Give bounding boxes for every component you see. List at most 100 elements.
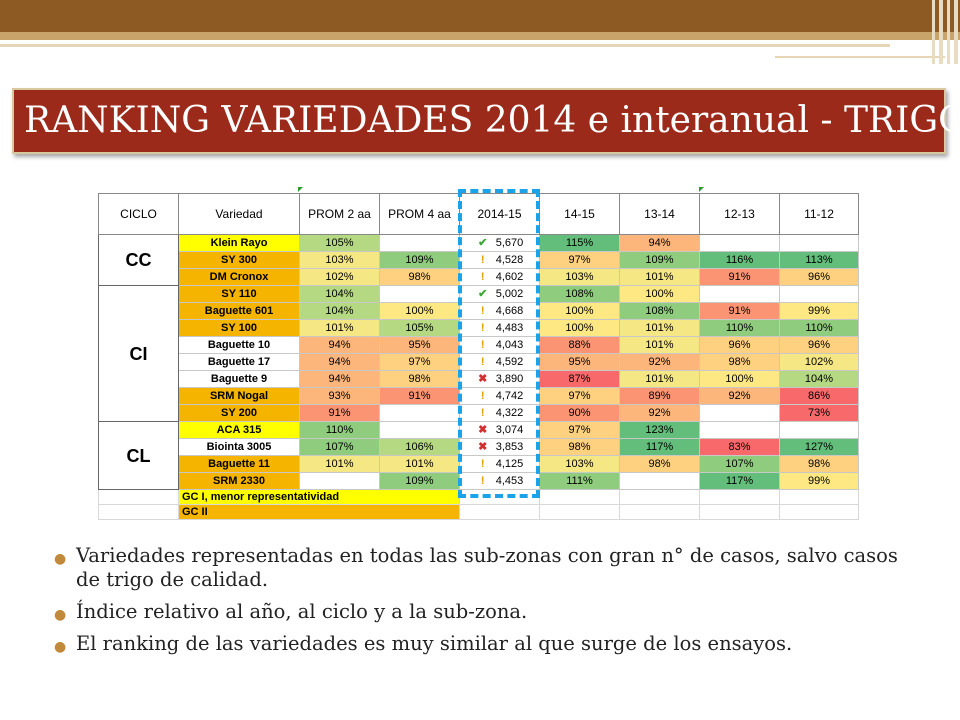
value-2014-15-cell: ✖ 3,853 <box>459 438 540 456</box>
prom-2aa-cell: 110% <box>299 421 380 439</box>
prom-4aa-cell: 97% <box>379 353 460 371</box>
check-icon: ✔ <box>478 237 488 249</box>
prom-4aa-cell <box>379 421 460 439</box>
value-text: 4,668 <box>495 305 524 317</box>
season-11-12-cell <box>779 285 859 303</box>
table-body: CC Klein Rayo 105% ✔ 5,670 115% 94% SY 300 103% 1… <box>98 234 859 520</box>
season-12-13-cell: 92% <box>699 387 780 405</box>
season-14-15-cell: 87% <box>539 370 620 388</box>
season-12-13-cell: 98% <box>699 353 780 371</box>
header-ciclo: CICLO <box>98 193 179 235</box>
season-14-15-cell: 100% <box>539 319 620 337</box>
exclamation-icon: ! <box>480 322 485 334</box>
variedad-cell: SRM Nogal <box>178 387 300 405</box>
legend-empty-cell <box>98 489 179 505</box>
season-11-12-cell: 99% <box>779 472 859 490</box>
legend-row: GC II <box>98 504 859 520</box>
header-2014-15: 2014-15 <box>459 193 540 235</box>
header-variedad: Variedad <box>178 193 300 235</box>
bullet-item: ● Variedades representadas en todas las s… <box>54 544 898 591</box>
season-14-15-cell: 90% <box>539 404 620 422</box>
header-prom-2aa: PROM 2 aa <box>299 193 380 235</box>
prom-2aa-cell: 105% <box>299 234 380 252</box>
bullet-dot-icon: ● <box>54 607 67 623</box>
cross-icon: ✖ <box>478 441 488 453</box>
variedad-cell: Baguette 601 <box>178 302 300 320</box>
variedad-cell: Baguette 11 <box>178 455 300 473</box>
season-11-12-cell: 96% <box>779 268 859 286</box>
season-14-15-cell: 95% <box>539 353 620 371</box>
bullet-list: ● Variedades representadas en todas las s… <box>48 544 928 664</box>
prom-4aa-cell: 101% <box>379 455 460 473</box>
prom-2aa-cell: 94% <box>299 353 380 371</box>
season-12-13-cell <box>699 421 780 439</box>
value-text: 5,670 <box>495 237 524 249</box>
season-13-14-cell: 123% <box>619 421 700 439</box>
table-row: SY 200 91%! 4,322 90% 92% 73% <box>99 404 859 422</box>
season-12-13-cell: 110% <box>699 319 780 337</box>
top-bar <box>0 0 960 32</box>
season-13-14-cell: 109% <box>619 251 700 269</box>
table-row: SY 300 103% 109%! 4,528 97% 109% 116% 113% <box>99 251 859 269</box>
exclamation-icon: ! <box>480 458 485 470</box>
legend-empty-cell <box>779 489 859 505</box>
exclamation-icon: ! <box>480 390 485 402</box>
season-14-15-cell: 97% <box>539 387 620 405</box>
ciclo-cell: CC <box>98 234 179 286</box>
exclamation-icon: ! <box>480 407 485 419</box>
value-text: 4,125 <box>495 458 524 470</box>
variedad-cell: Baguette 10 <box>178 336 300 354</box>
season-12-13-cell: 100% <box>699 370 780 388</box>
table-row: SY 100 101% 105%! 4,483 100% 101% 110% 110% <box>99 319 859 337</box>
variedad-cell: SY 110 <box>178 285 300 303</box>
legend-empty-cell <box>539 489 620 505</box>
season-14-15-cell: 103% <box>539 268 620 286</box>
prom-4aa-cell: 98% <box>379 370 460 388</box>
cell-note-marker <box>699 187 704 192</box>
header-13-14: 13-14 <box>619 193 700 235</box>
legend-empty-cell <box>459 504 540 520</box>
prom-2aa-cell: 104% <box>299 285 380 303</box>
season-12-13-cell <box>699 285 780 303</box>
season-12-13-cell: 91% <box>699 268 780 286</box>
value-text: 4,592 <box>495 356 524 368</box>
prom-4aa-cell: 105% <box>379 319 460 337</box>
prom-2aa-cell: 93% <box>299 387 380 405</box>
bullet-item: ● El ranking de las variedades es muy sim… <box>48 632 928 656</box>
value-2014-15-cell: ✖ 3,890 <box>459 370 540 388</box>
season-11-12-cell: 110% <box>779 319 859 337</box>
prom-4aa-cell <box>379 234 460 252</box>
season-12-13-cell: 91% <box>699 302 780 320</box>
season-13-14-cell: 100% <box>619 285 700 303</box>
variedad-cell: Baguette 9 <box>178 370 300 388</box>
season-14-15-cell: 111% <box>539 472 620 490</box>
season-11-12-cell: 104% <box>779 370 859 388</box>
table-row: Baguette 11 101% 101%! 4,125 103% 98% 107% 98% <box>99 455 859 473</box>
season-12-13-cell: 117% <box>699 472 780 490</box>
cell-note-marker <box>298 187 303 192</box>
prom-4aa-cell: 106% <box>379 438 460 456</box>
legend-empty-cell <box>699 489 780 505</box>
value-text: 4,322 <box>495 407 524 419</box>
legend-empty-cell <box>619 489 700 505</box>
header-prom-4aa: PROM 4 aa <box>379 193 460 235</box>
variedad-cell: Biointa 3005 <box>178 438 300 456</box>
legend-empty-cell <box>539 504 620 520</box>
prom-4aa-cell <box>379 285 460 303</box>
bullet-item: ● Índice relativo al año, al ciclo y a la… <box>48 600 928 624</box>
season-14-15-cell: 97% <box>539 251 620 269</box>
season-13-14-cell: 92% <box>619 353 700 371</box>
season-14-15-cell: 100% <box>539 302 620 320</box>
season-13-14-cell: 98% <box>619 455 700 473</box>
season-14-15-cell: 98% <box>539 438 620 456</box>
season-11-12-cell: 86% <box>779 387 859 405</box>
season-13-14-cell: 117% <box>619 438 700 456</box>
season-11-12-cell <box>779 421 859 439</box>
value-text: 4,602 <box>495 271 524 283</box>
legend-empty-cell <box>779 504 859 520</box>
exclamation-icon: ! <box>480 339 485 351</box>
top-line <box>0 44 890 47</box>
value-text: 3,890 <box>495 373 524 385</box>
prom-2aa-cell: 94% <box>299 336 380 354</box>
season-11-12-cell: 99% <box>779 302 859 320</box>
